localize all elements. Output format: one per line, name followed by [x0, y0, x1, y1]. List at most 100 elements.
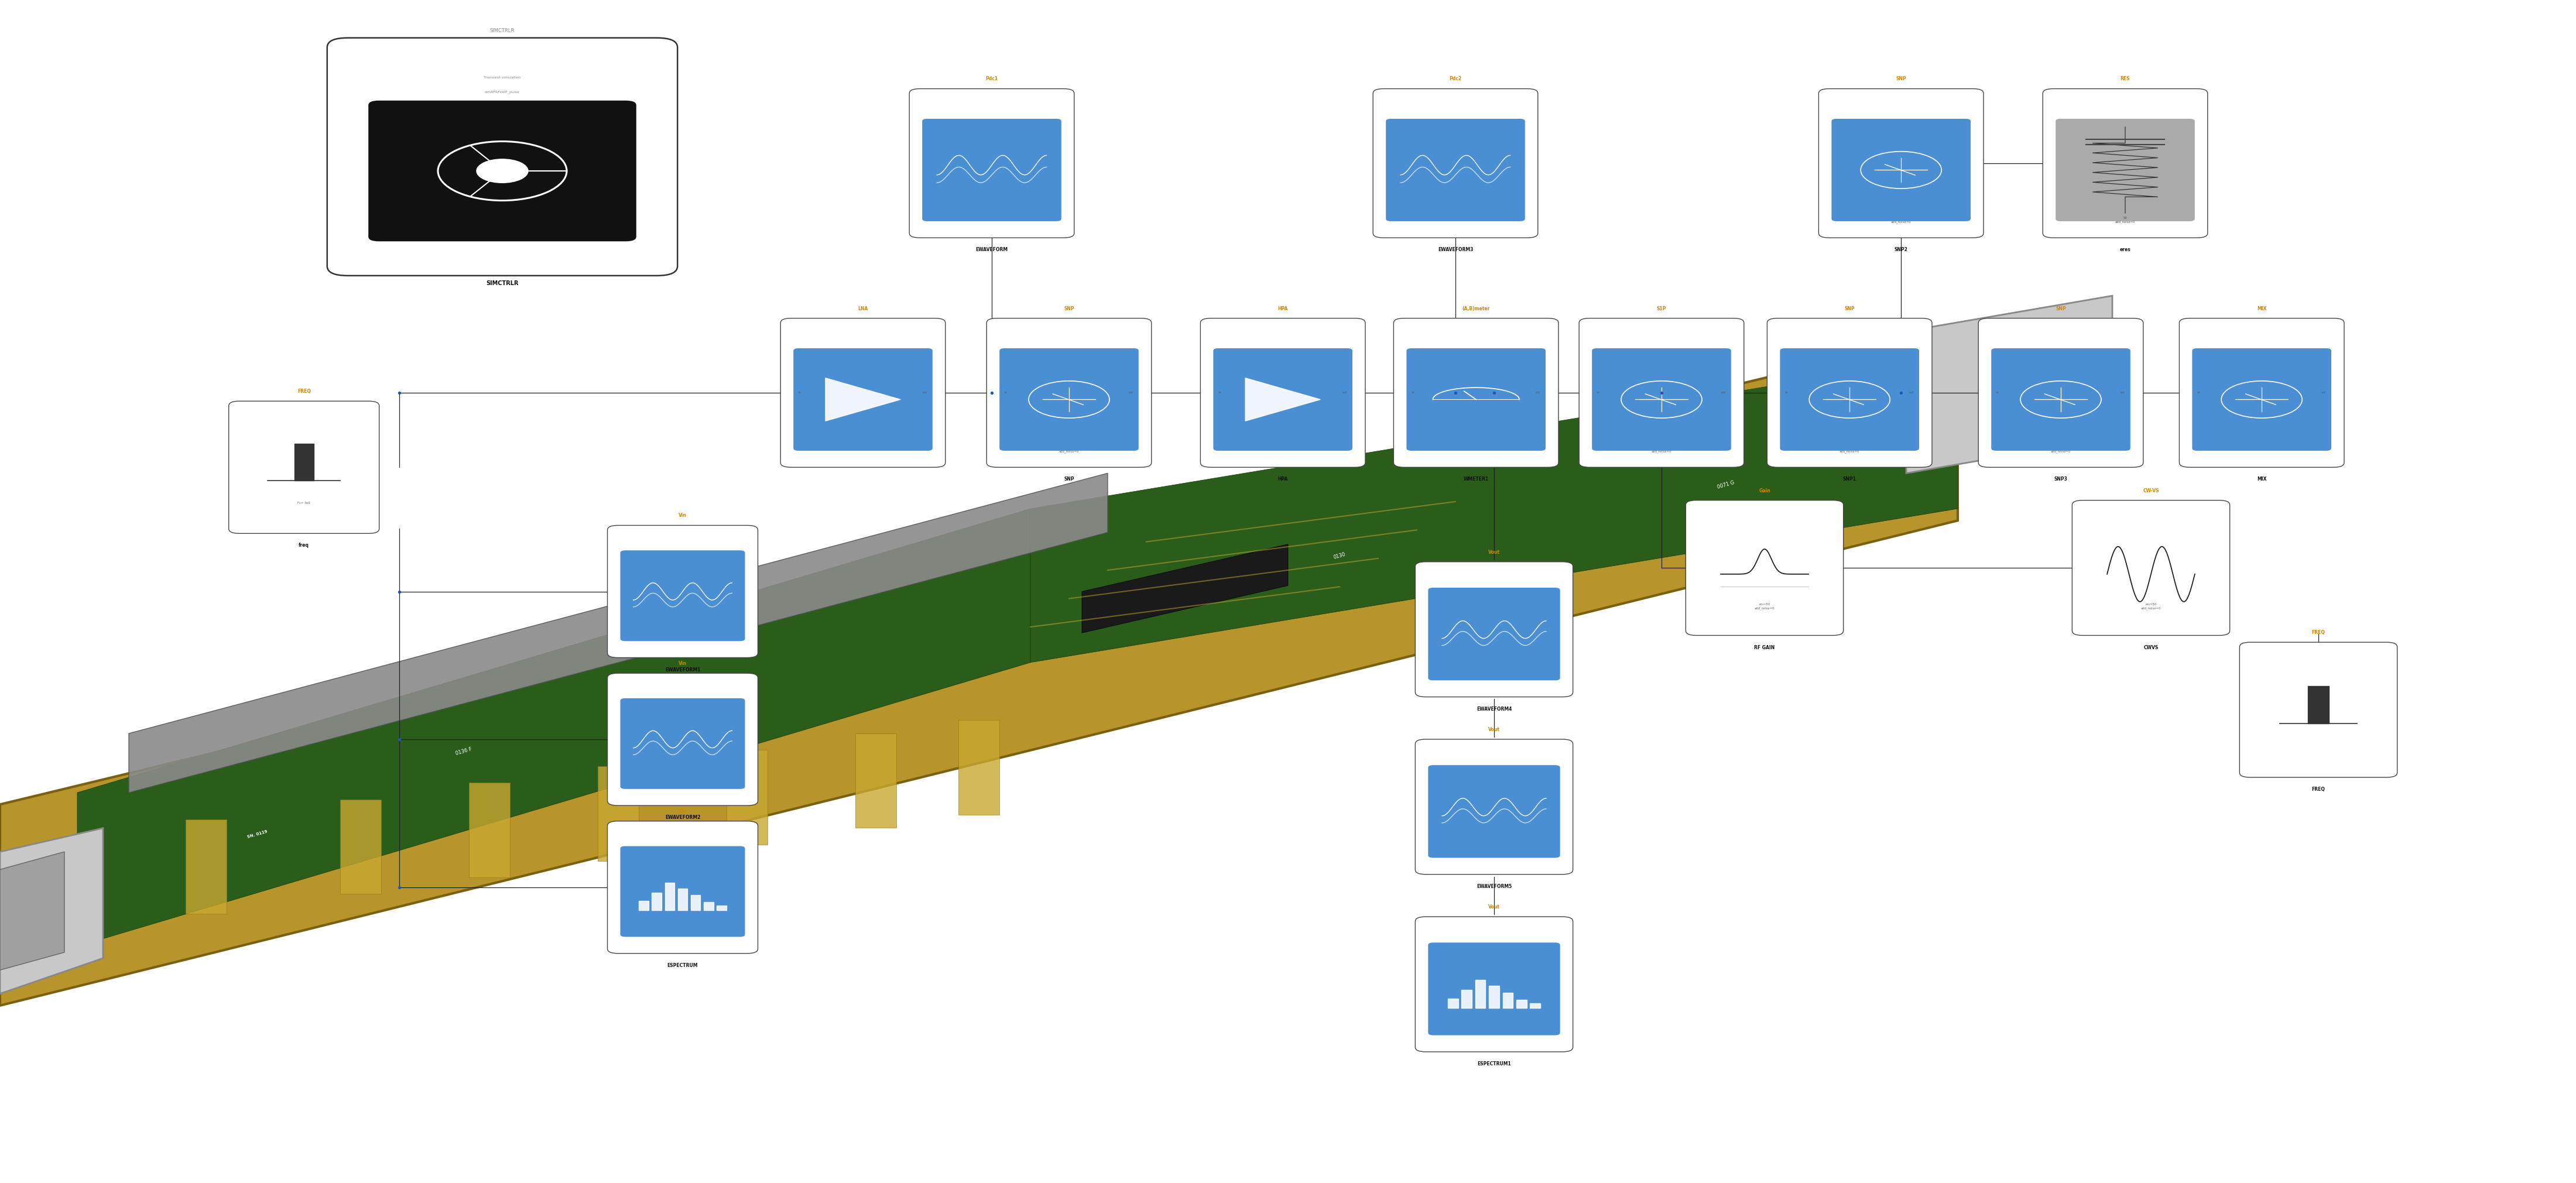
Text: out: out	[1342, 392, 1347, 394]
Bar	[716, 905, 726, 911]
Bar	[652, 892, 662, 911]
Text: EWAVEFORM2: EWAVEFORM2	[665, 815, 701, 820]
Text: out: out	[1128, 392, 1133, 394]
Polygon shape	[0, 828, 103, 994]
FancyBboxPatch shape	[621, 846, 744, 937]
Text: add_noise=0: add_noise=0	[2050, 450, 2071, 453]
FancyBboxPatch shape	[1406, 348, 1546, 451]
Polygon shape	[129, 473, 1108, 793]
Bar	[690, 896, 701, 911]
FancyBboxPatch shape	[1685, 500, 1844, 635]
Text: Transient simulation: Transient simulation	[484, 77, 520, 79]
Text: in: in	[1005, 392, 1007, 394]
FancyBboxPatch shape	[621, 550, 744, 641]
FancyBboxPatch shape	[1978, 318, 2143, 467]
Text: RF GAIN: RF GAIN	[1754, 645, 1775, 651]
Text: FREQ: FREQ	[2311, 787, 2326, 793]
Bar	[639, 900, 649, 911]
Text: out: out	[2321, 392, 2326, 394]
Polygon shape	[958, 720, 999, 815]
Polygon shape	[1030, 355, 1958, 662]
Text: out: out	[1721, 392, 1726, 394]
Text: in: in	[799, 392, 801, 394]
Text: Vout: Vout	[1489, 549, 1499, 555]
Text: FREQ: FREQ	[2311, 629, 2326, 635]
Polygon shape	[1244, 379, 1321, 421]
FancyBboxPatch shape	[1819, 89, 1984, 238]
FancyBboxPatch shape	[1780, 348, 1919, 451]
Text: EWAVEFORM5: EWAVEFORM5	[1476, 884, 1512, 890]
Text: in: in	[1412, 392, 1414, 394]
Text: MIX: MIX	[2257, 477, 2267, 481]
Text: add_noise=0: add_noise=0	[1839, 450, 1860, 453]
Text: EWAVEFORM4: EWAVEFORM4	[1476, 706, 1512, 712]
Polygon shape	[1082, 544, 1288, 633]
Text: SNP1: SNP1	[1842, 477, 1857, 481]
Text: ESPECTRUM1: ESPECTRUM1	[1476, 1061, 1512, 1067]
Text: in: in	[1597, 392, 1600, 394]
Bar	[1530, 1003, 1540, 1008]
Text: SNP: SNP	[1064, 306, 1074, 311]
Text: Vin: Vin	[677, 661, 688, 666]
Text: S1P: S1P	[1656, 306, 1667, 311]
FancyBboxPatch shape	[987, 318, 1151, 467]
FancyBboxPatch shape	[1991, 348, 2130, 451]
FancyBboxPatch shape	[2179, 318, 2344, 467]
Text: SN. 0119: SN. 0119	[247, 829, 268, 839]
Text: out: out	[922, 392, 927, 394]
Text: 0136 F: 0136 F	[456, 746, 471, 756]
Text: SNP: SNP	[1064, 477, 1074, 481]
Polygon shape	[1906, 296, 2112, 473]
FancyBboxPatch shape	[1386, 118, 1525, 221]
FancyBboxPatch shape	[922, 118, 1061, 221]
FancyBboxPatch shape	[1592, 348, 1731, 451]
FancyBboxPatch shape	[999, 348, 1139, 451]
Text: add_noise=0: add_noise=0	[1891, 220, 1911, 224]
Text: (A,B)meter: (A,B)meter	[1463, 306, 1489, 311]
Text: SNP: SNP	[1844, 306, 1855, 311]
FancyBboxPatch shape	[327, 38, 677, 276]
Polygon shape	[185, 820, 227, 914]
FancyBboxPatch shape	[1373, 89, 1538, 238]
Polygon shape	[469, 783, 510, 878]
Text: LNA: LNA	[858, 306, 868, 311]
FancyBboxPatch shape	[1579, 318, 1744, 467]
Text: Vin: Vin	[677, 809, 688, 814]
Polygon shape	[726, 750, 768, 845]
Text: FREQ: FREQ	[296, 389, 312, 394]
FancyBboxPatch shape	[2056, 118, 2195, 221]
Text: Gain: Gain	[1759, 487, 1770, 493]
Bar	[1461, 990, 1471, 1008]
Text: in: in	[1996, 392, 1999, 394]
Text: 0130: 0130	[1332, 551, 1347, 561]
Text: RES: RES	[2120, 77, 2130, 82]
FancyBboxPatch shape	[793, 348, 933, 451]
Text: EWAVEFORM: EWAVEFORM	[976, 247, 1007, 252]
FancyBboxPatch shape	[368, 101, 636, 241]
Polygon shape	[824, 379, 902, 421]
FancyBboxPatch shape	[1427, 943, 1561, 1035]
Bar	[1476, 980, 1486, 1008]
Text: add_noise=0: add_noise=0	[1059, 450, 1079, 453]
Text: 0071 G: 0071 G	[1716, 480, 1736, 490]
Text: CW-VS: CW-VS	[2143, 487, 2159, 493]
Text: res=50
add_noise=0: res=50 add_noise=0	[2141, 603, 2161, 609]
Text: add_noise=0: add_noise=0	[1651, 450, 1672, 453]
Bar	[677, 888, 688, 911]
Text: SNP3: SNP3	[2053, 477, 2069, 481]
Text: ESPECTRUM: ESPECTRUM	[667, 963, 698, 968]
Text: EWAVEFORM3: EWAVEFORM3	[1437, 247, 1473, 252]
Text: HPA: HPA	[1278, 477, 1288, 481]
Bar	[2308, 686, 2329, 724]
Text: Vin: Vin	[677, 513, 688, 518]
FancyBboxPatch shape	[2192, 348, 2331, 451]
FancyBboxPatch shape	[1427, 765, 1561, 858]
Text: in: in	[2197, 392, 2200, 394]
Polygon shape	[340, 800, 381, 894]
Text: SNP: SNP	[2056, 306, 2066, 311]
Text: HPA: HPA	[1278, 306, 1288, 311]
FancyBboxPatch shape	[1213, 348, 1352, 451]
Bar	[703, 903, 714, 911]
FancyBboxPatch shape	[781, 318, 945, 467]
Polygon shape	[598, 767, 639, 861]
